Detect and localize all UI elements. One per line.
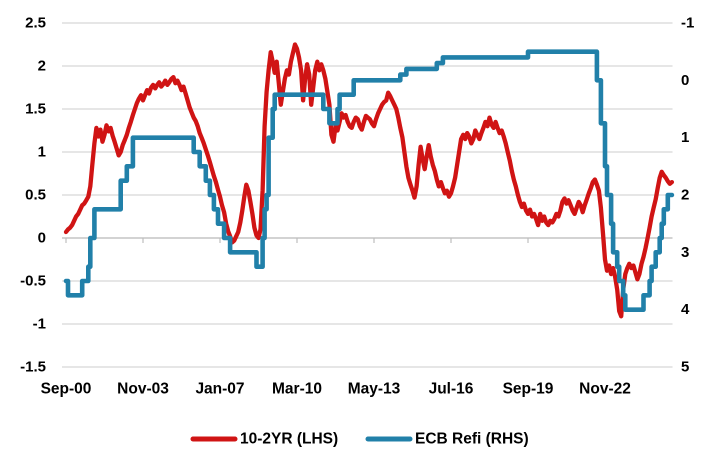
series-line-10-2yr (63, 42, 675, 319)
y-axis-label-left: 2 (38, 58, 46, 75)
x-axis-label: Mar-10 (272, 381, 322, 398)
y-axis-label-left: 0 (38, 230, 46, 247)
x-axis-label: Nov-22 (579, 381, 631, 398)
y-axis-label-right: 0 (681, 72, 689, 89)
y-axis-label-left: -1.5 (20, 359, 46, 376)
series-line-ecb-refi (63, 49, 675, 312)
y-axis-label-left: -0.5 (20, 273, 46, 290)
x-axis-label: Jul-16 (429, 381, 474, 398)
y-axis-label-right: 3 (681, 244, 689, 261)
x-axis-label: Sep-19 (503, 381, 554, 398)
legend-label-ecb-refi: ECB Refi (RHS) (415, 431, 529, 448)
x-axis-label: Jan-07 (195, 381, 244, 398)
legend-label-10-2yr: 10-2YR (LHS) (240, 431, 338, 448)
y-axis-label-left: 0.5 (25, 187, 46, 204)
y-axis-label-left: -1 (33, 316, 46, 333)
x-axis-label: May-13 (348, 381, 401, 398)
y-axis-label-right: 5 (681, 359, 689, 376)
y-axis-label-left: 1.5 (25, 101, 46, 118)
x-axis-label: Sep-00 (41, 381, 92, 398)
x-axis-label: Nov-03 (117, 381, 169, 398)
y-axis-label-right: 2 (681, 187, 689, 204)
y-axis-label-right: 1 (681, 129, 689, 146)
y-axis-label-right: 4 (681, 301, 690, 318)
y-axis-label-left: 1 (38, 144, 46, 161)
y-axis-label-right: -1 (681, 15, 694, 32)
y-axis-label-left: 2.5 (25, 15, 46, 32)
